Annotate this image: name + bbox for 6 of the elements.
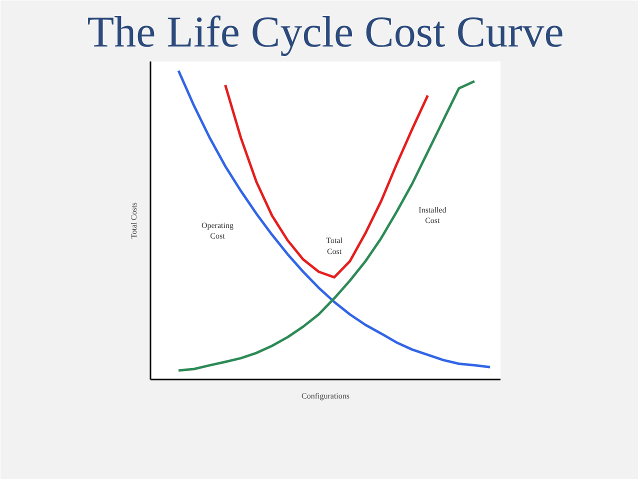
y-axis-title: Total Costs — [130, 202, 138, 239]
chart-title: The Life Cycle Cost Curve — [87, 8, 564, 56]
x-axis-title: Configurations — [302, 392, 350, 400]
text: Installed Cost — [418, 205, 446, 226]
text: Operating Cost — [201, 220, 234, 241]
series-label: Total Cost — [326, 236, 344, 256]
